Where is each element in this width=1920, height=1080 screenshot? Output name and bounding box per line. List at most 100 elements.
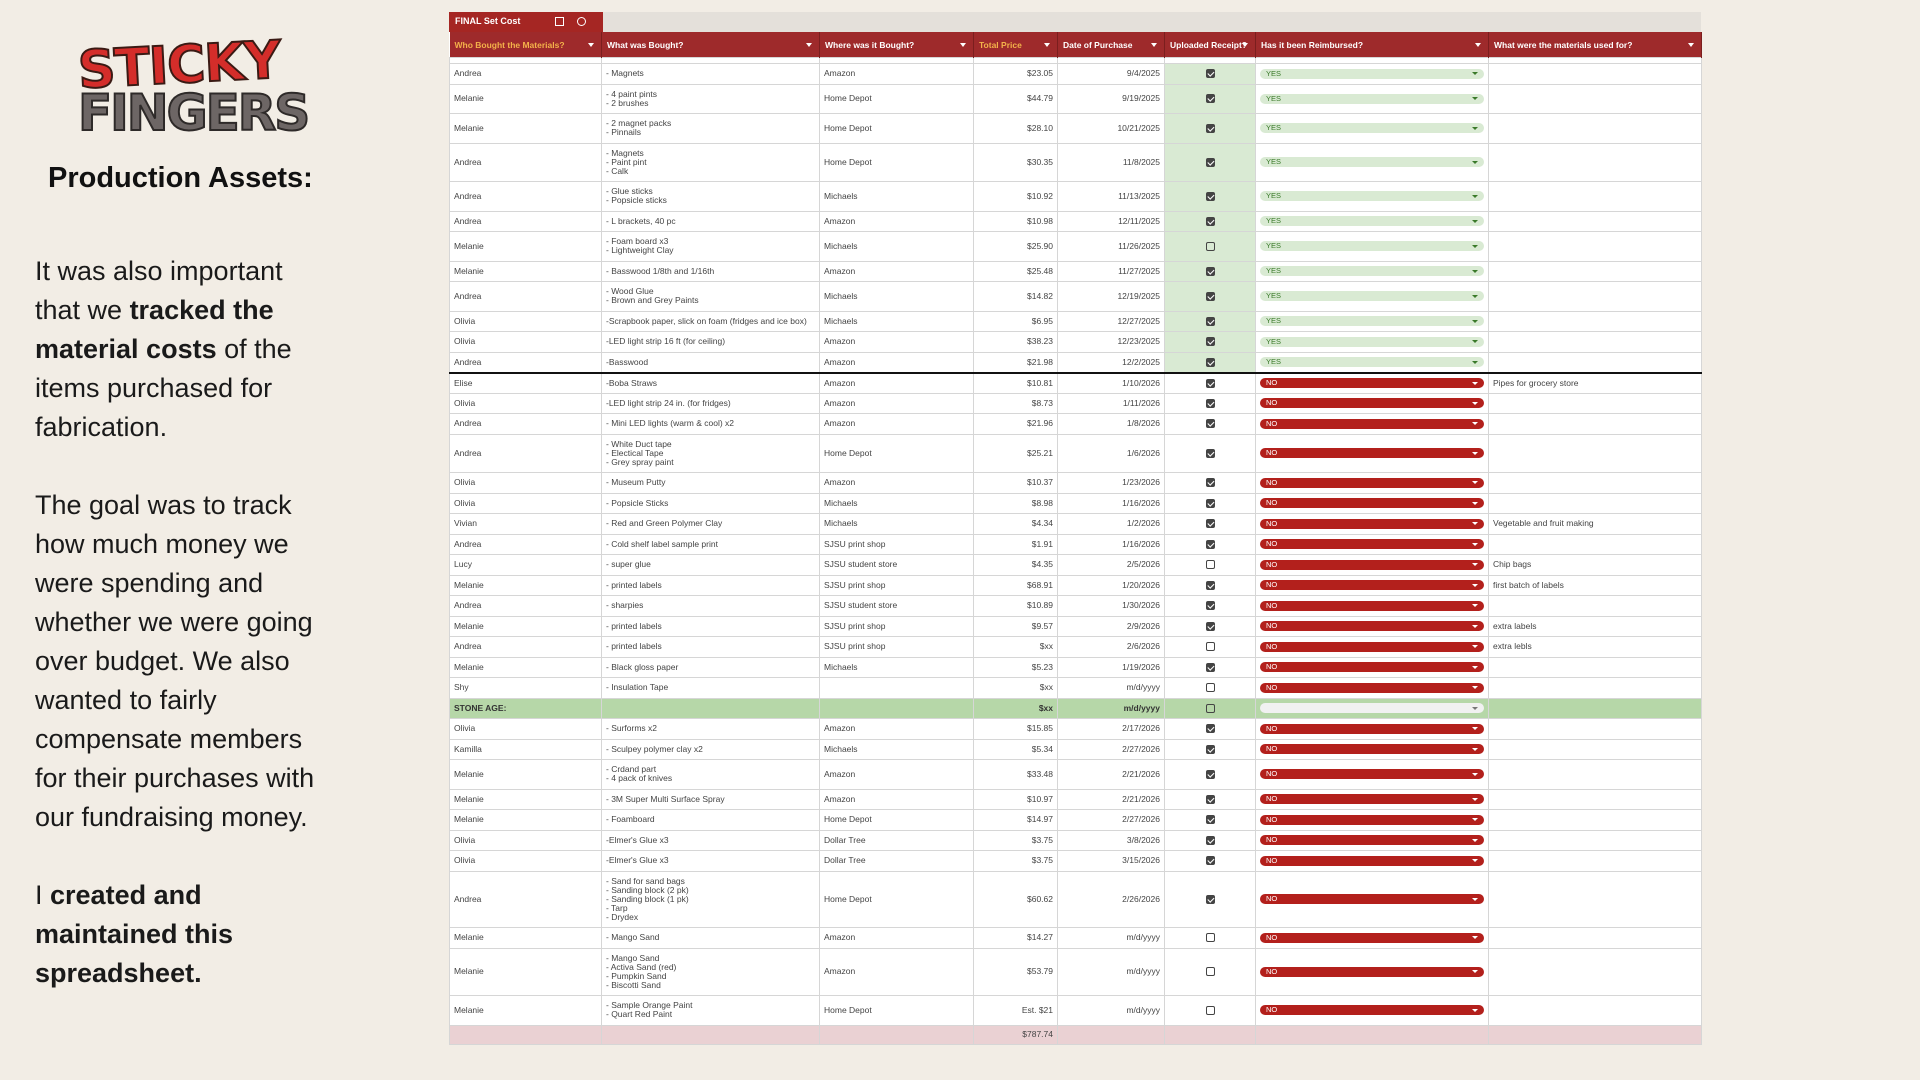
checkbox[interactable] [1205,337,1215,347]
checkbox[interactable] [1205,398,1215,408]
checkbox[interactable] [1205,266,1215,276]
status-dropdown[interactable]: NO [1260,498,1484,509]
checkbox[interactable] [1205,580,1215,590]
status-dropdown[interactable]: YES [1260,123,1484,134]
checkbox[interactable] [1205,894,1215,904]
checkbox[interactable] [1205,642,1215,652]
checkbox[interactable] [1205,621,1215,631]
checkbox[interactable] [1205,769,1215,779]
checkbox[interactable] [1205,815,1215,825]
column-header[interactable]: Total Price [973,32,1058,58]
status-dropdown[interactable]: NO [1260,769,1484,780]
column-header[interactable]: What were the materials used for? [1488,32,1702,58]
store-cell: Dollar Tree [819,829,974,851]
checkbox[interactable] [1205,316,1215,326]
date: 9/4/2025 [1126,68,1160,79]
status-dropdown[interactable]: NO [1260,932,1484,943]
checkbox[interactable] [1205,448,1215,458]
checkbox[interactable] [1205,856,1215,866]
status-dropdown[interactable]: NO [1260,448,1484,459]
item: - 2 brushes [606,97,649,108]
checkbox[interactable] [1205,1005,1215,1015]
column-header[interactable]: What was Bought? [601,32,820,58]
status-dropdown[interactable]: YES [1260,316,1484,327]
checkbox[interactable] [1205,291,1215,301]
checkbox[interactable] [1205,933,1215,943]
checkbox[interactable] [1205,703,1215,713]
item: - Foamboard [606,814,655,825]
status-dropdown[interactable]: YES [1260,266,1484,277]
status-dropdown[interactable]: NO [1260,1005,1484,1016]
status-dropdown[interactable] [1260,703,1484,714]
status-dropdown[interactable]: YES [1260,241,1484,252]
status-dropdown[interactable]: NO [1260,621,1484,632]
checkbox[interactable] [1205,539,1215,549]
status-dropdown[interactable]: YES [1260,157,1484,168]
checkbox[interactable] [1205,683,1215,693]
price-cell: $10.37 [973,472,1058,494]
receipt-cell [1164,554,1256,576]
status-dropdown[interactable]: NO [1260,835,1484,846]
status-dropdown[interactable]: NO [1260,662,1484,673]
checkbox[interactable] [1205,478,1215,488]
checkbox[interactable] [1205,157,1215,167]
status-dropdown[interactable]: NO [1260,398,1484,409]
status-dropdown[interactable]: NO [1260,378,1484,388]
item: - printed labels [606,641,662,652]
checkbox[interactable] [1205,216,1215,226]
status-dropdown[interactable]: NO [1260,966,1484,977]
status-dropdown[interactable]: YES [1260,93,1484,104]
column-header[interactable]: Date of Purchase [1057,32,1165,58]
checkbox[interactable] [1205,724,1215,734]
checkbox[interactable] [1205,601,1215,611]
status-dropdown[interactable]: YES [1260,336,1484,347]
date-cell: m/d/yyyy [1057,697,1165,719]
status-dropdown[interactable]: NO [1260,744,1484,755]
status-dropdown[interactable]: YES [1260,191,1484,202]
status-dropdown[interactable]: NO [1260,539,1484,550]
checkbox[interactable] [1205,967,1215,977]
status-dropdown[interactable]: NO [1260,518,1484,529]
status-dropdown[interactable]: NO [1260,794,1484,805]
status-dropdown[interactable]: NO [1260,641,1484,652]
status-dropdown[interactable]: NO [1260,855,1484,866]
status-dropdown[interactable]: NO [1260,894,1484,905]
checkbox[interactable] [1205,794,1215,804]
checkbox[interactable] [1205,498,1215,508]
status-dropdown[interactable]: YES [1260,291,1484,302]
checkbox[interactable] [1205,191,1215,201]
status-dropdown[interactable]: NO [1260,418,1484,429]
checkbox[interactable] [1205,419,1215,429]
column-header[interactable]: Where was it Bought? [819,32,974,58]
tab-icon[interactable] [577,17,586,26]
checkbox[interactable] [1205,835,1215,845]
status-dropdown[interactable]: NO [1260,682,1484,693]
status-dropdown[interactable]: NO [1260,559,1484,570]
checkbox[interactable] [1205,357,1215,367]
column-header[interactable]: Who Bought the Materials? [449,32,602,58]
checkbox[interactable] [1205,241,1215,251]
status-dropdown[interactable]: NO [1260,477,1484,488]
status-dropdown[interactable]: NO [1260,723,1484,734]
status-dropdown[interactable]: YES [1260,68,1484,79]
date: m/d/yyyy [1126,1004,1160,1015]
checkbox[interactable] [1205,519,1215,529]
status-dropdown[interactable]: YES [1260,216,1484,227]
sheet-tab[interactable]: FINAL Set Cost [449,12,603,32]
checkbox[interactable] [1205,662,1215,672]
status-dropdown[interactable]: NO [1260,600,1484,611]
checkbox[interactable] [1205,123,1215,133]
checkbox[interactable] [1205,560,1215,570]
column-header[interactable]: Has it been Reimbursed? [1255,32,1489,58]
checkbox[interactable] [1205,94,1215,104]
column-header[interactable]: Uploaded Receipt? [1164,32,1256,58]
status-dropdown[interactable]: NO [1260,814,1484,825]
checkbox[interactable] [1205,69,1215,79]
item: - Grey spray paint [606,456,674,467]
tab-icon[interactable] [555,17,564,26]
checkbox[interactable] [1205,378,1215,388]
price-cell: $1.91 [973,533,1058,555]
status-dropdown[interactable]: YES [1260,357,1484,367]
status-dropdown[interactable]: NO [1260,580,1484,591]
checkbox[interactable] [1205,744,1215,754]
